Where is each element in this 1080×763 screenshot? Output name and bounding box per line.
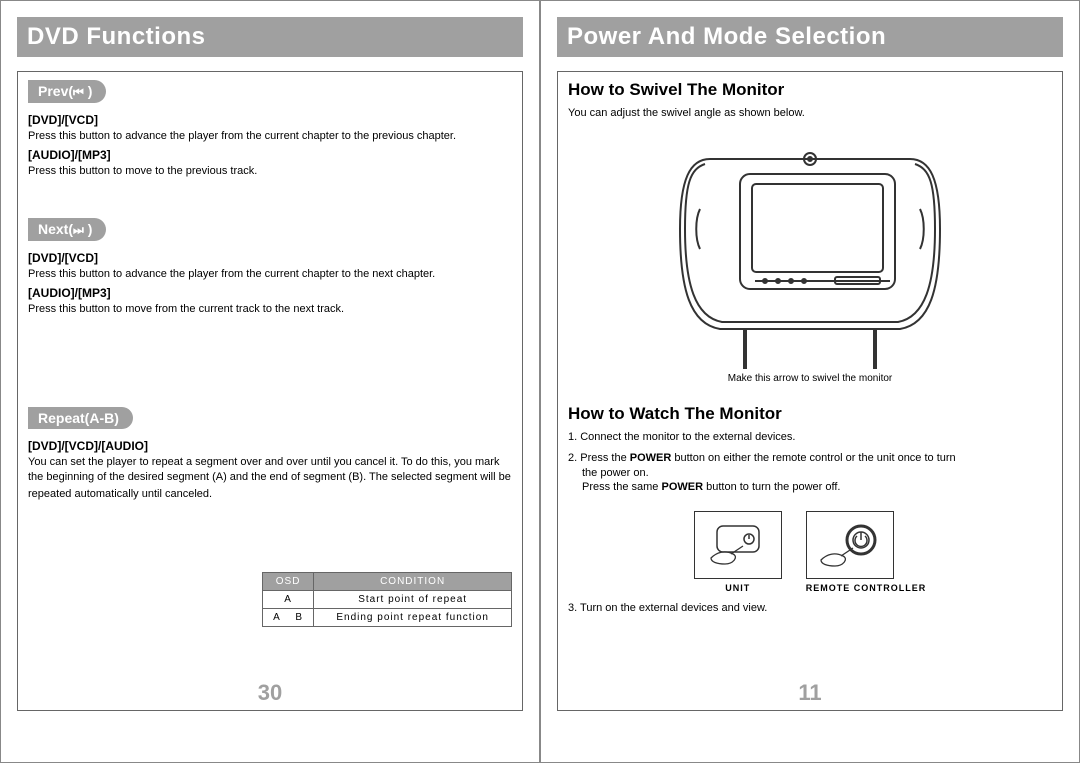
left-content: Prev(⏮ ) [DVD]/[VCD] Press this button t… (17, 71, 523, 711)
page-title-left: DVD Functions (17, 17, 523, 57)
unit-icon (703, 520, 773, 570)
watch-step-3: 3. Turn on the external devices and view… (568, 601, 1052, 616)
prev-audio-text: Press this button to move to the previou… (28, 164, 512, 179)
right-page: Power And Mode Selection How to Swivel T… (540, 0, 1080, 763)
repeat-ab-table: OSD CONDITION A Start point of repeat A … (262, 572, 512, 627)
page-number-right: 11 (798, 680, 821, 706)
next-audio-text: Press this button to move from the curre… (28, 302, 512, 317)
headrest-monitor-diagram (650, 129, 970, 369)
ab-r0c1: Start point of repeat (314, 591, 512, 609)
unit-box (694, 511, 782, 579)
next-dvd-label: [DVD]/[VCD] (28, 251, 512, 265)
unit-label: UNIT (694, 583, 782, 593)
swivel-heading: How to Swivel The Monitor (568, 80, 1052, 100)
next-dvd-text: Press this button to advance the player … (28, 267, 512, 282)
tab-close-paren: ) (84, 83, 93, 99)
repeat-label: [DVD]/[VCD]/[AUDIO] (28, 439, 512, 453)
prev-audio-label: [AUDIO]/[MP3] (28, 148, 512, 162)
tab-close-paren-2: ) (84, 221, 93, 237)
remote-label: REMOTE CONTROLLER (806, 583, 927, 593)
ab-r1c0: A B (263, 609, 314, 627)
ab-col-osd: OSD (263, 573, 314, 591)
tab-next: Next(⏭ ) (28, 218, 106, 241)
controller-diagrams: UNIT REMOTE CONTROLLER (568, 511, 1052, 593)
watch-step-2: 2. Press the POWER button on either the … (568, 451, 1052, 496)
page-number-left: 30 (258, 680, 282, 706)
page-title-right: Power And Mode Selection (557, 17, 1063, 57)
left-page: DVD Functions Prev(⏮ ) [DVD]/[VCD] Press… (0, 0, 540, 763)
swivel-text: You can adjust the swivel angle as shown… (568, 106, 1052, 121)
prev-dvd-label: [DVD]/[VCD] (28, 113, 512, 127)
right-content: How to Swivel The Monitor You can adjust… (557, 71, 1063, 711)
tab-next-label: Next( (38, 221, 73, 237)
repeat-text-2: repeated automatically until canceled. (28, 487, 512, 502)
remote-box (806, 511, 894, 579)
prev-dvd-text: Press this button to advance the player … (28, 129, 512, 144)
two-page-spread: DVD Functions Prev(⏮ ) [DVD]/[VCD] Press… (0, 0, 1080, 763)
ab-r0c0: A (263, 591, 314, 609)
swivel-caption: Make this arrow to swivel the monitor (568, 373, 1052, 384)
ab-r1c1: Ending point repeat function (314, 609, 512, 627)
next-audio-label: [AUDIO]/[MP3] (28, 286, 512, 300)
watch-step-1: 1. Connect the monitor to the external d… (568, 430, 1052, 445)
table-row: A Start point of repeat (263, 591, 512, 609)
tab-prev-label: Prev( (38, 83, 73, 99)
prev-skip-icon: ⏮ (73, 85, 84, 99)
tab-repeat: Repeat(A-B) (28, 407, 133, 429)
tab-prev: Prev(⏮ ) (28, 80, 106, 103)
ab-col-cond: CONDITION (314, 573, 512, 591)
remote-icon (815, 520, 885, 570)
next-skip-icon: ⏭ (73, 223, 84, 237)
table-row: A B Ending point repeat function (263, 609, 512, 627)
repeat-text-1: You can set the player to repeat a segme… (28, 455, 512, 485)
watch-heading: How to Watch The Monitor (568, 404, 1052, 424)
tab-repeat-label: Repeat(A-B) (38, 410, 119, 426)
